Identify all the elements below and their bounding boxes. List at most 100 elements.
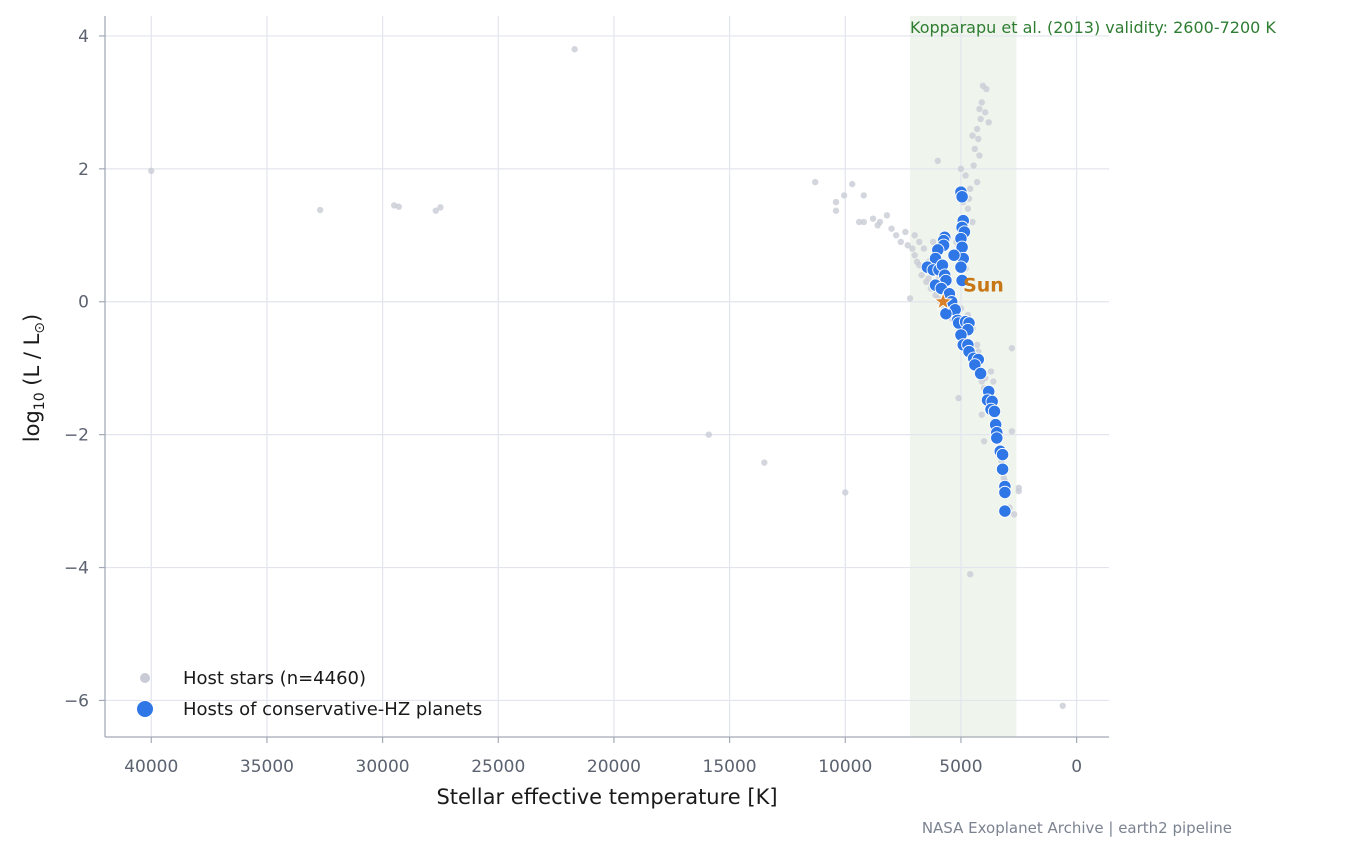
hz-host-point xyxy=(998,485,1012,500)
host-star-point xyxy=(966,185,974,192)
host-star-point xyxy=(911,232,918,239)
host-star-point xyxy=(934,157,942,165)
axes xyxy=(104,16,1109,738)
host-star-point xyxy=(855,218,863,226)
host-star-point xyxy=(860,192,867,199)
host-star-point xyxy=(966,570,974,578)
hz-host-point xyxy=(995,447,1010,462)
host-star-point xyxy=(976,152,983,159)
hz-host-point xyxy=(995,462,1010,476)
kopparapu-validity-band xyxy=(910,16,1017,737)
legend: Host stars (n=4460) Hosts of conservativ… xyxy=(136,668,482,720)
host-star-point xyxy=(1008,345,1016,352)
x-tick-label: 25000 xyxy=(471,757,525,777)
host-star-point xyxy=(977,115,984,123)
host-star-point xyxy=(980,438,988,445)
band-layer xyxy=(910,16,1017,737)
host-star-point xyxy=(832,207,840,214)
host-star-point xyxy=(973,178,981,186)
host-star-point xyxy=(842,489,849,496)
y-tick-label: 2 xyxy=(78,160,89,180)
host-star-point xyxy=(975,135,982,143)
host-star-point xyxy=(869,215,877,222)
host-star-point xyxy=(911,252,918,259)
host-star-point xyxy=(964,205,972,212)
host-star-point xyxy=(916,238,923,246)
y-label-body: (L / L xyxy=(20,333,44,392)
host-star-point xyxy=(973,341,981,349)
host-star-point xyxy=(978,411,985,418)
sun-label: Sun xyxy=(963,275,1004,297)
host-star-point xyxy=(902,228,909,236)
host-star-point xyxy=(316,206,324,214)
host-star-point xyxy=(971,145,979,153)
host-star-point xyxy=(969,132,976,139)
host-star-point xyxy=(990,378,997,385)
host-star-point xyxy=(973,125,981,133)
host-star-point xyxy=(969,218,976,226)
y-label-log: log xyxy=(20,410,44,442)
y-tick-label: −2 xyxy=(64,426,89,446)
legend-host-label: Host stars (n=4460) xyxy=(183,668,366,689)
y-label-close: ) xyxy=(20,314,44,322)
host-star-point xyxy=(1008,428,1016,435)
y-tick-label: −6 xyxy=(64,691,89,711)
y-ticks: 4 2 0 −2 −4 −6 xyxy=(64,27,105,711)
x-tick-label: 40000 xyxy=(124,757,178,777)
host-star-point xyxy=(888,225,895,232)
host-star-point xyxy=(897,238,904,246)
host-star-point xyxy=(909,245,916,252)
host-star-point xyxy=(148,167,155,175)
host-star-point xyxy=(832,198,840,206)
y-tick-label: 4 xyxy=(78,27,89,47)
host-star-point xyxy=(883,212,891,219)
host-star-point xyxy=(1010,511,1018,518)
host-star-point xyxy=(957,165,965,173)
sun-marker-group: Sun xyxy=(933,275,1004,311)
host-star-point xyxy=(920,245,928,252)
host-star-point xyxy=(985,119,992,126)
data-points xyxy=(148,46,1066,709)
y-label-subscript: 10 xyxy=(32,392,48,410)
hz-host-point xyxy=(947,248,961,262)
hz-host-point xyxy=(955,190,969,204)
host-star-point xyxy=(437,204,444,211)
host-star-point xyxy=(840,192,848,199)
host-star-point xyxy=(761,459,768,466)
host-star-point xyxy=(705,431,712,438)
host-star-point xyxy=(1015,487,1022,495)
x-ticks: 40000 35000 30000 25000 20000 15000 10000 5000 0 xyxy=(124,737,1082,777)
host-star-point xyxy=(892,232,900,239)
hz-host-point xyxy=(987,404,1002,419)
host-star-point xyxy=(929,238,937,246)
host-star-point xyxy=(978,99,985,106)
x-tick-label: 5000 xyxy=(939,757,982,777)
host-star-point xyxy=(925,275,932,282)
y-label-sun-subscript: ⊙ xyxy=(32,322,48,334)
y-tick-label: 0 xyxy=(78,293,89,313)
host-star-point xyxy=(571,46,578,53)
hz-host-point xyxy=(990,431,1004,445)
hz-host-point xyxy=(955,273,969,288)
host-star-point xyxy=(1059,702,1066,709)
host-star-point xyxy=(395,203,402,210)
host-star-point xyxy=(962,172,969,179)
x-tick-label: 15000 xyxy=(703,757,757,777)
host-star-point xyxy=(860,218,867,226)
credit-text: NASA Exoplanet Archive | earth2 pipeline xyxy=(922,819,1232,837)
host-star-point xyxy=(904,242,911,249)
host-star-point xyxy=(812,178,819,186)
host-star-point xyxy=(1000,474,1007,482)
host-star-point xyxy=(983,85,990,93)
hz-host-point xyxy=(973,366,988,381)
x-tick-label: 35000 xyxy=(240,757,294,777)
y-axis-label: log10 (L / L⊙) xyxy=(20,314,48,442)
hz-host-point xyxy=(998,504,1012,518)
x-axis-label: Stellar effective temperature [K] xyxy=(436,785,777,809)
host-star-point xyxy=(906,295,914,302)
legend-hz-marker xyxy=(136,700,154,718)
host-star-point xyxy=(976,105,983,113)
host-star-point xyxy=(876,218,884,226)
host-star-point xyxy=(982,109,989,116)
